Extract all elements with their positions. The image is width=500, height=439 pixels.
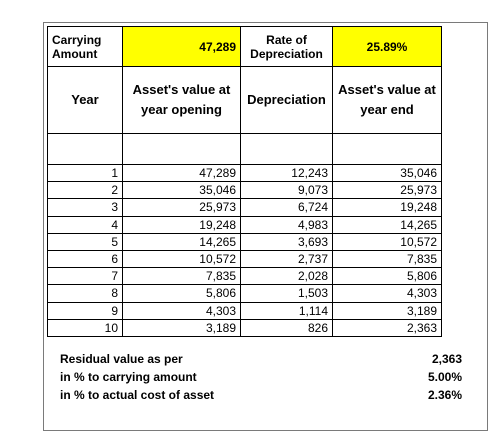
opening-cell[interactable]: 3,189 <box>122 318 241 337</box>
depreciation-cell[interactable]: 826 <box>240 318 333 337</box>
opening-cell[interactable]: 25,973 <box>122 198 241 217</box>
table-row: 5 14,265 3,693 10,572 <box>47 232 442 251</box>
year-cell[interactable]: 7 <box>47 267 123 286</box>
depreciation-cell[interactable]: 1,503 <box>240 284 333 303</box>
opening-cell[interactable]: 14,265 <box>122 232 241 251</box>
depreciation-header: Depreciation <box>240 66 333 134</box>
year-cell[interactable]: 3 <box>47 198 123 217</box>
summary-block: Residual value as per 2,363 in % to carr… <box>60 350 480 404</box>
end-cell[interactable]: 35,046 <box>332 163 442 183</box>
sheet-frame: Carrying Amount 47,289 Rate of Depreciat… <box>43 22 488 431</box>
depreciation-cell[interactable]: 6,724 <box>240 198 333 217</box>
pct-actual-cost-label: in % to actual cost of asset <box>60 388 215 402</box>
table-row: 4 19,248 4,983 14,265 <box>47 215 442 234</box>
pct-actual-cost-value: 2.36% <box>427 388 462 402</box>
residual-value: 2,363 <box>431 352 462 366</box>
depreciation-cell[interactable]: 12,243 <box>240 163 333 183</box>
year-cell[interactable]: 8 <box>47 284 123 303</box>
year-cell[interactable]: 6 <box>47 249 123 269</box>
depreciation-cell[interactable]: 2,028 <box>240 267 333 286</box>
end-value-header: Asset's value at year end <box>332 66 442 134</box>
table-row: 9 4,303 1,114 3,189 <box>47 301 442 320</box>
opening-value-header: Asset's value at year opening <box>122 66 241 134</box>
end-cell[interactable]: 14,265 <box>332 215 442 234</box>
residual-value-label: Residual value as per <box>60 352 183 366</box>
year-cell[interactable]: 1 <box>47 163 123 183</box>
opening-cell[interactable]: 35,046 <box>122 181 241 200</box>
end-cell[interactable]: 2,363 <box>332 318 442 337</box>
rate-of-depreciation-label: Rate of Depreciation <box>240 26 333 67</box>
depreciation-cell[interactable]: 4,983 <box>240 215 333 234</box>
carrying-amount-value[interactable]: 47,289 <box>122 26 241 67</box>
table-row: 7 7,835 2,028 5,806 <box>47 267 442 286</box>
end-cell[interactable]: 5,806 <box>332 267 442 286</box>
opening-cell[interactable]: 5,806 <box>122 284 241 303</box>
header-row: Carrying Amount 47,289 Rate of Depreciat… <box>47 26 442 67</box>
depreciation-cell[interactable]: 9,073 <box>240 181 333 200</box>
year-cell[interactable]: 4 <box>47 215 123 234</box>
spacer-row <box>47 133 442 165</box>
table-row: 1 47,289 12,243 35,046 <box>47 163 442 183</box>
year-header: Year <box>47 66 123 134</box>
opening-cell[interactable]: 4,303 <box>122 301 241 320</box>
depreciation-cell[interactable]: 2,737 <box>240 249 333 269</box>
table-row: 2 35,046 9,073 25,973 <box>47 181 442 200</box>
end-cell[interactable]: 7,835 <box>332 249 442 269</box>
summary-line: in % to actual cost of asset 2.36% <box>60 386 480 404</box>
end-cell[interactable]: 4,303 <box>332 284 442 303</box>
summary-line: Residual value as per 2,363 <box>60 350 480 368</box>
end-cell[interactable]: 25,973 <box>332 181 442 200</box>
end-cell[interactable]: 3,189 <box>332 301 442 320</box>
end-cell[interactable]: 10,572 <box>332 232 442 251</box>
rate-of-depreciation-value[interactable]: 25.89% <box>332 26 442 67</box>
opening-cell[interactable]: 7,835 <box>122 267 241 286</box>
opening-cell[interactable]: 10,572 <box>122 249 241 269</box>
end-cell[interactable]: 19,248 <box>332 198 442 217</box>
column-header-row: Year Asset's value at year opening Depre… <box>47 66 442 134</box>
pct-carrying-value: 5.00% <box>427 370 462 384</box>
summary-line: in % to carrying amount 5.00% <box>60 368 480 386</box>
table-row: 6 10,572 2,737 7,835 <box>47 249 442 269</box>
opening-cell[interactable]: 19,248 <box>122 215 241 234</box>
table-row: 3 25,973 6,724 19,248 <box>47 198 442 217</box>
year-cell[interactable]: 9 <box>47 301 123 320</box>
pct-carrying-label: in % to carrying amount <box>60 370 197 384</box>
table-row: 10 3,189 826 2,363 <box>47 318 442 337</box>
opening-cell[interactable]: 47,289 <box>122 163 241 183</box>
carrying-amount-label: Carrying Amount <box>47 26 123 67</box>
year-cell[interactable]: 10 <box>47 318 123 337</box>
depreciation-table: Carrying Amount 47,289 Rate of Depreciat… <box>47 26 442 337</box>
year-cell[interactable]: 5 <box>47 232 123 251</box>
table-row: 8 5,806 1,503 4,303 <box>47 284 442 303</box>
year-cell[interactable]: 2 <box>47 181 123 200</box>
depreciation-cell[interactable]: 1,114 <box>240 301 333 320</box>
depreciation-cell[interactable]: 3,693 <box>240 232 333 251</box>
